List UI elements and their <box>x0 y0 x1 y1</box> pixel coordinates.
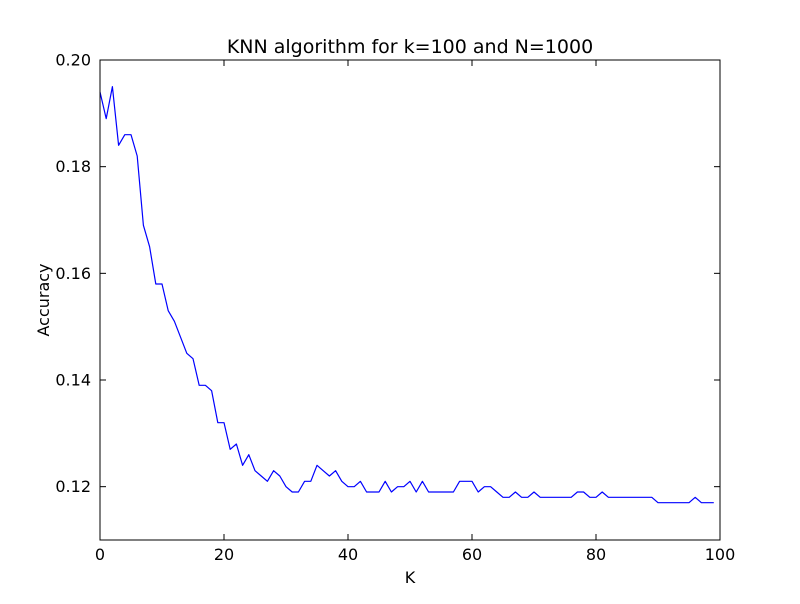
x-tick-label: 100 <box>705 545 736 564</box>
series-line-accuracy <box>99 86 714 504</box>
plot-area <box>99 59 721 541</box>
y-tick-label: 0.12 <box>55 477 91 496</box>
x-axis-title: K <box>405 568 416 587</box>
y-axis-title: Accuracy <box>34 263 53 336</box>
y-tick-label: 0.20 <box>55 51 91 70</box>
y-tick-label: 0.18 <box>55 157 91 176</box>
y-tick-label: 0.16 <box>55 264 91 283</box>
x-tick-label: 20 <box>214 545 234 564</box>
x-tick-label: 60 <box>462 545 482 564</box>
y-tick-label: 0.14 <box>55 371 91 390</box>
x-tick-label: 40 <box>338 545 358 564</box>
ticks: 0 20 40 60 80 100 0.12 0.14 0.16 0.18 0.20 <box>55 51 735 565</box>
axes-frame <box>99 59 721 541</box>
x-tick-label: 80 <box>586 545 606 564</box>
x-tick-label: 0 <box>95 545 105 564</box>
chart-title: KNN algorithm for k=100 and N=1000 <box>227 36 593 58</box>
